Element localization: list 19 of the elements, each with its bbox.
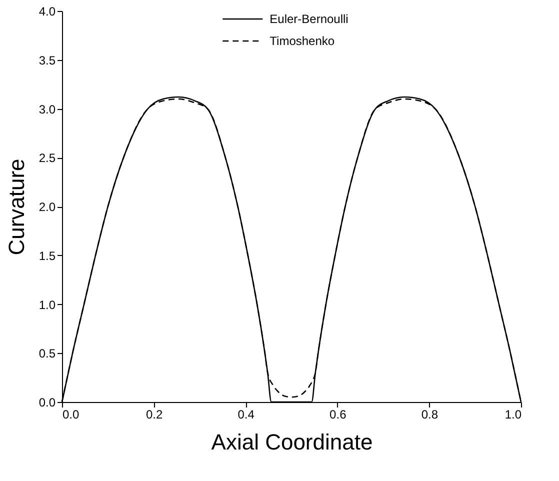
y-axis-title: Curvature (4, 158, 29, 256)
x-axis-title: Axial Coordinate (211, 430, 373, 454)
y-tick-label: 3.5 (38, 53, 56, 68)
y-tick-label: 2.5 (38, 151, 56, 166)
x-tick-label: 0.2 (146, 408, 163, 422)
x-tick-label: 0.0 (62, 408, 80, 422)
x-tick-label: 0.8 (421, 408, 438, 422)
y-tick-label: 1.5 (38, 248, 56, 263)
x-tick-label: 0.6 (330, 408, 347, 422)
y-tick-label: 2.0 (38, 200, 56, 214)
x-tick-label: 1.0 (504, 408, 522, 422)
x-tick-label: 0.4 (238, 408, 255, 422)
y-tick-label: 1.0 (38, 298, 56, 312)
y-tick-label: 0.0 (38, 396, 56, 410)
legend-label: Euler-Bernoulli (270, 12, 348, 26)
y-tick-label: 0.5 (38, 346, 56, 361)
legend-label: Timoshenko (270, 34, 335, 48)
y-tick-label: 4.0 (38, 4, 56, 18)
y-tick-label: 3.0 (38, 102, 56, 116)
